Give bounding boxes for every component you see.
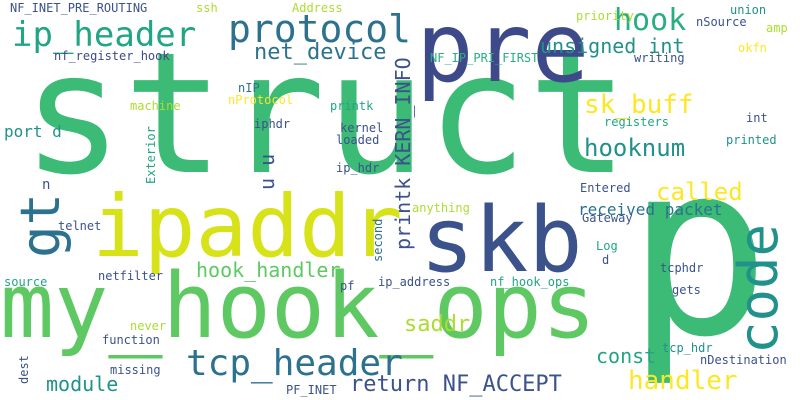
word-module: module bbox=[46, 372, 119, 396]
word-code: code bbox=[727, 223, 790, 354]
word-printk: printk bbox=[330, 99, 374, 113]
word-printed: printed bbox=[726, 133, 777, 147]
word-skb: skb bbox=[420, 188, 583, 293]
word-int: int bbox=[746, 111, 768, 125]
word-saddr: saddr bbox=[404, 312, 471, 337]
word-nip: nIP bbox=[238, 81, 260, 95]
word-ip-header: ip_header bbox=[12, 15, 197, 55]
word-second: second bbox=[371, 218, 385, 262]
word-pre: pre bbox=[416, 0, 590, 104]
word-printk-kern-info: printk KERN_INFO bbox=[391, 57, 415, 250]
word-return-nf-accept: return NF_ACCEPT bbox=[350, 372, 562, 397]
word-u-u: u u bbox=[255, 153, 279, 190]
word-missing: missing bbox=[110, 363, 161, 377]
word-tcp-header: tcp_header bbox=[186, 343, 403, 384]
word-my-hook-ops: my_hook_ops bbox=[0, 254, 597, 359]
word-loaded: loaded bbox=[336, 133, 380, 147]
word-anything: anything bbox=[412, 201, 470, 215]
word-ndestination: nDestination bbox=[700, 353, 787, 367]
word-writing: writing bbox=[634, 51, 685, 65]
word-d: d bbox=[602, 253, 610, 267]
word-const: const bbox=[596, 344, 657, 368]
word-unsigned-int: unsigned int bbox=[540, 34, 685, 58]
word-registers: registers bbox=[604, 115, 670, 129]
word-sk-buff: sk_buff bbox=[584, 90, 694, 120]
word-gateway: Gateway bbox=[582, 211, 633, 225]
word-protocol: protocol bbox=[228, 7, 412, 51]
word-nf-hook-ops: nf_hook_ops bbox=[490, 275, 570, 289]
word-called: called bbox=[656, 178, 743, 206]
word-tcphdr: tcphdr bbox=[660, 261, 704, 275]
word-okfn: okfn bbox=[738, 41, 767, 55]
word-ssh: ssh bbox=[196, 1, 218, 15]
word-iphdr: iphdr bbox=[254, 117, 291, 131]
word-amp: amp bbox=[766, 21, 788, 35]
word-machine: machine bbox=[130, 99, 181, 113]
word-hooknum: hooknum bbox=[584, 134, 686, 162]
word-nsource: nSource bbox=[696, 15, 747, 29]
word-kernel: kernel bbox=[340, 121, 384, 135]
word-pf-inet: PF_INET bbox=[286, 383, 337, 397]
word-hook: hook bbox=[614, 3, 687, 38]
word-tcp-hdr: tcp_hdr bbox=[662, 341, 713, 355]
word-net-device: net_device bbox=[254, 40, 387, 65]
word-received-packet: received packet bbox=[578, 200, 723, 219]
word-exterior: Exterior bbox=[144, 126, 158, 184]
word-union: union bbox=[730, 3, 767, 17]
word-hook-handler: hook_handler bbox=[196, 258, 341, 282]
word-p: p bbox=[626, 110, 771, 390]
word-dest: dest bbox=[17, 355, 31, 384]
word-handler: handler bbox=[628, 366, 738, 396]
word-nf-inet-pre-routing: NF_INET_PRE_ROUTING bbox=[10, 1, 148, 15]
word-ip-address: ip_address bbox=[378, 275, 451, 289]
word-ipaddr: ipaddr bbox=[92, 177, 403, 277]
word-n: n bbox=[42, 177, 51, 193]
word-ip-hdr: ip_hdr bbox=[336, 161, 380, 175]
word-port-d: port d bbox=[4, 122, 62, 141]
word-telnet: telnet bbox=[58, 219, 102, 233]
word-entered: Entered bbox=[580, 181, 631, 195]
word-nprotocol: nProtocol bbox=[228, 93, 294, 107]
word-netfilter: netfilter bbox=[98, 269, 164, 283]
word-source: source bbox=[4, 275, 48, 289]
word-function: function bbox=[102, 333, 160, 347]
word-priority: priority bbox=[576, 9, 634, 23]
word-pf: pf bbox=[340, 279, 355, 293]
word-nf-register-hook: nf_register_hook bbox=[54, 49, 170, 63]
word-log: Log bbox=[596, 239, 618, 253]
word-nf-ip-pri-first: NF_IP_PRI_FIRST bbox=[430, 51, 539, 65]
word-never: never bbox=[130, 319, 167, 333]
word-gets: gets bbox=[672, 283, 701, 297]
word-address: Address bbox=[292, 1, 343, 15]
word-struct: struct bbox=[22, 16, 629, 212]
